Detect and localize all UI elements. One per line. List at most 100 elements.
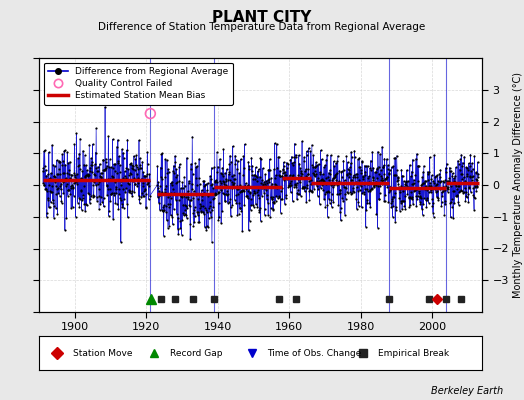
Point [337, 204, 345, 211]
Point [122, 175, 130, 181]
Point [195, 181, 204, 188]
Point [365, 200, 374, 206]
Point [345, 174, 353, 181]
Point [141, 186, 149, 192]
Point [317, 177, 325, 183]
Point [279, 167, 288, 173]
Point [283, 175, 292, 182]
Point [110, 192, 118, 198]
Point [129, 166, 137, 172]
Point [375, 196, 384, 203]
Point [387, 200, 395, 206]
Point [446, 214, 455, 221]
Point [466, 174, 474, 180]
Point [381, 192, 389, 198]
Point [303, 171, 312, 178]
Point [369, 174, 377, 180]
Point [238, 187, 247, 194]
Point [322, 181, 331, 188]
Point [136, 165, 145, 172]
Point [456, 156, 465, 162]
Point [190, 206, 198, 213]
Point [347, 148, 355, 155]
Point [388, 198, 397, 204]
Point [464, 167, 472, 173]
Point [368, 148, 376, 155]
Point [255, 166, 263, 172]
Point [474, 170, 483, 177]
Point [228, 202, 237, 208]
Point [101, 167, 109, 174]
Point [108, 165, 117, 171]
Point [215, 189, 224, 196]
Point [297, 170, 305, 176]
Point [379, 163, 387, 170]
Point [187, 197, 195, 203]
Point [405, 194, 413, 201]
Point [354, 156, 362, 163]
Point [377, 167, 385, 173]
Point [241, 182, 249, 189]
Point [305, 196, 314, 203]
Point [51, 163, 59, 169]
Point [241, 141, 249, 147]
Point [288, 153, 296, 160]
Point [337, 169, 345, 175]
Point [460, 189, 468, 196]
Point [309, 164, 317, 171]
Point [287, 178, 295, 185]
Point [184, 194, 192, 200]
Point [83, 167, 91, 174]
Point [472, 169, 480, 176]
Point [135, 196, 144, 203]
Point [290, 183, 298, 190]
Point [310, 171, 318, 178]
Point [308, 162, 316, 168]
Point [458, 163, 467, 169]
Point [332, 177, 341, 184]
Point [254, 168, 262, 174]
Point [93, 168, 102, 174]
Point [127, 171, 135, 178]
Point [362, 163, 370, 169]
Point [449, 188, 457, 194]
Point [419, 180, 427, 186]
Point [174, 231, 182, 237]
Point [282, 195, 290, 201]
Point [236, 205, 244, 211]
Point [298, 171, 306, 178]
Point [439, 186, 447, 192]
Point [171, 197, 180, 203]
Point [266, 167, 274, 173]
Point [166, 191, 174, 198]
Point [263, 180, 271, 186]
Point [103, 162, 111, 169]
Point [96, 201, 104, 207]
Point [242, 186, 250, 192]
Point [367, 167, 375, 174]
Point [200, 210, 208, 217]
Point [373, 165, 381, 172]
Point [363, 162, 372, 169]
Point [97, 194, 105, 200]
Point [276, 173, 284, 179]
Point [71, 178, 80, 185]
Point [105, 186, 114, 192]
Point [419, 201, 428, 208]
Point [46, 204, 54, 210]
Point [334, 202, 343, 208]
Point [74, 155, 82, 162]
Point [240, 202, 248, 208]
Point [468, 166, 477, 172]
Point [104, 133, 113, 139]
Point [247, 196, 255, 203]
Point [137, 165, 145, 172]
Point [86, 200, 94, 206]
Point [333, 182, 341, 188]
Point [299, 185, 308, 192]
Point [326, 167, 334, 173]
Point [335, 190, 344, 196]
Point [315, 180, 323, 186]
Point [418, 212, 427, 218]
Point [114, 206, 123, 212]
